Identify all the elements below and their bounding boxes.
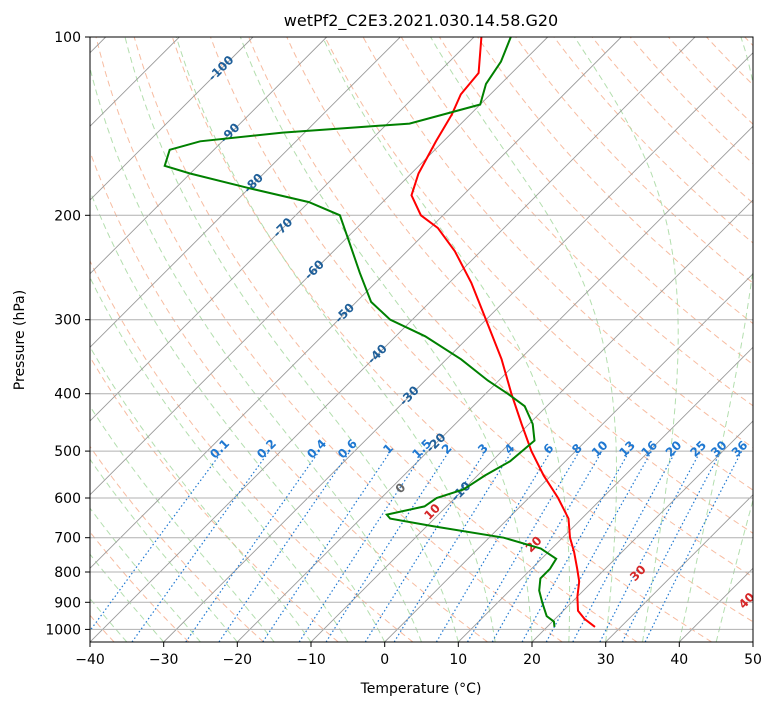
- y-tick-label: 900: [54, 595, 81, 611]
- sounding-profiles: [163, 37, 596, 628]
- y-tick-label: 700: [54, 531, 81, 547]
- moist-adiabat-line: [715, 498, 753, 642]
- mixing-ratio-line: [262, 450, 392, 642]
- mixing-ratio-line: [325, 450, 450, 642]
- isotherm-line: [605, 494, 753, 642]
- x-tick-label: −30: [149, 652, 179, 668]
- moist-adiabat-line: [430, 37, 617, 642]
- dry-adiabat-line: [90, 259, 414, 642]
- isotherm-line: [457, 346, 753, 642]
- y-axis-ticks: 100 200 300 400 500 600 700 800 900 1000: [45, 30, 90, 638]
- dry-adiabat-line: [90, 445, 264, 642]
- background-lines: [90, 37, 753, 642]
- mixing-ratio-line: [545, 450, 653, 642]
- dry-adiabat-line: [324, 37, 753, 491]
- moist-adiabat-line: [90, 458, 238, 642]
- mixing-ratio-line: [521, 450, 631, 642]
- dry-adiabat-line: [90, 356, 339, 642]
- isotherm-line: [90, 37, 549, 496]
- dry-adiabat-line: [133, 37, 638, 642]
- moist-adiabat-line: [90, 276, 349, 642]
- temperature-profile-line: [410, 37, 596, 628]
- moist-adiabat-line: [124, 37, 459, 642]
- moist-adiabat-line: [90, 65, 422, 642]
- plot-frame: [89, 36, 754, 643]
- x-tick-label: 10: [449, 652, 467, 668]
- mixing-ratio-line: [393, 450, 513, 642]
- dry-adiabat-line: [90, 531, 190, 642]
- mixing-ratio-line: [572, 450, 677, 642]
- dry-adiabat-line: [90, 150, 488, 642]
- moist-adiabat-line: [90, 405, 275, 642]
- moist-adiabat-line: [574, 37, 679, 642]
- isotherm-line: [531, 420, 753, 642]
- isotherm-line: [90, 37, 401, 348]
- mixing-ratio-line: [90, 450, 223, 632]
- isotherm-line: [90, 37, 254, 201]
- moist-adiabat-line: [90, 507, 201, 642]
- isotherm-line: [236, 125, 753, 642]
- y-tick-label: 800: [54, 565, 81, 581]
- x-tick-label: 0: [380, 652, 389, 668]
- y-tick-label: 400: [54, 387, 81, 403]
- chart-title: wetPf2_C2E3.2021.030.14.58.G20: [284, 11, 558, 31]
- x-axis-ticks: −40 −30 −20 −10 0 10 20 30 40 50: [75, 642, 762, 668]
- y-tick-label: 1000: [45, 622, 81, 638]
- moist-adiabat-line: [239, 37, 533, 642]
- isotherm-line: [310, 199, 753, 642]
- dry-adiabat-line: [286, 37, 753, 534]
- isotherm-line: [384, 273, 753, 642]
- mixing-ratio-line: [131, 450, 270, 642]
- x-tick-label: −40: [75, 652, 105, 668]
- mixing-ratio-line: [185, 450, 320, 642]
- dry-adiabat-line: [438, 37, 753, 366]
- y-tick-label: 500: [54, 444, 81, 460]
- dry-adiabat-line: [209, 37, 753, 623]
- y-tick-label: 100: [54, 30, 81, 46]
- mixing-ratio-line: [218, 450, 351, 642]
- mixing-ratio-line: [298, 450, 425, 642]
- x-tick-label: 20: [523, 652, 541, 668]
- moist-adiabat-line: [322, 37, 571, 642]
- dry-adiabat-line: [477, 37, 753, 325]
- moist-adiabat-line: [90, 189, 386, 642]
- moist-adiabat-line: [90, 553, 165, 642]
- x-tick-label: −10: [296, 652, 326, 668]
- x-axis-label: Temperature (°C): [360, 681, 482, 697]
- isotherm-line: [90, 37, 475, 422]
- dewpoint-profile-line: [163, 37, 558, 628]
- x-tick-label: 50: [744, 652, 762, 668]
- moist-adiabat-line: [175, 37, 496, 642]
- y-axis-label: Pressure (hPa): [12, 290, 28, 390]
- x-tick-label: −20: [223, 652, 253, 668]
- y-tick-label: 200: [54, 208, 81, 224]
- isotherm-line: [163, 52, 753, 642]
- y-tick-label: 300: [54, 313, 81, 329]
- moist-adiabat-line: [678, 37, 753, 642]
- y-tick-label: 600: [54, 491, 81, 507]
- moist-adiabat-line: [90, 597, 128, 642]
- x-tick-label: 40: [670, 652, 688, 668]
- mixing-ratio-line: [644, 450, 743, 642]
- dry-adiabat-line: [248, 37, 753, 578]
- isotherm-line: [90, 37, 622, 569]
- x-tick-label: 30: [597, 652, 615, 668]
- isotherm-line: [90, 37, 696, 642]
